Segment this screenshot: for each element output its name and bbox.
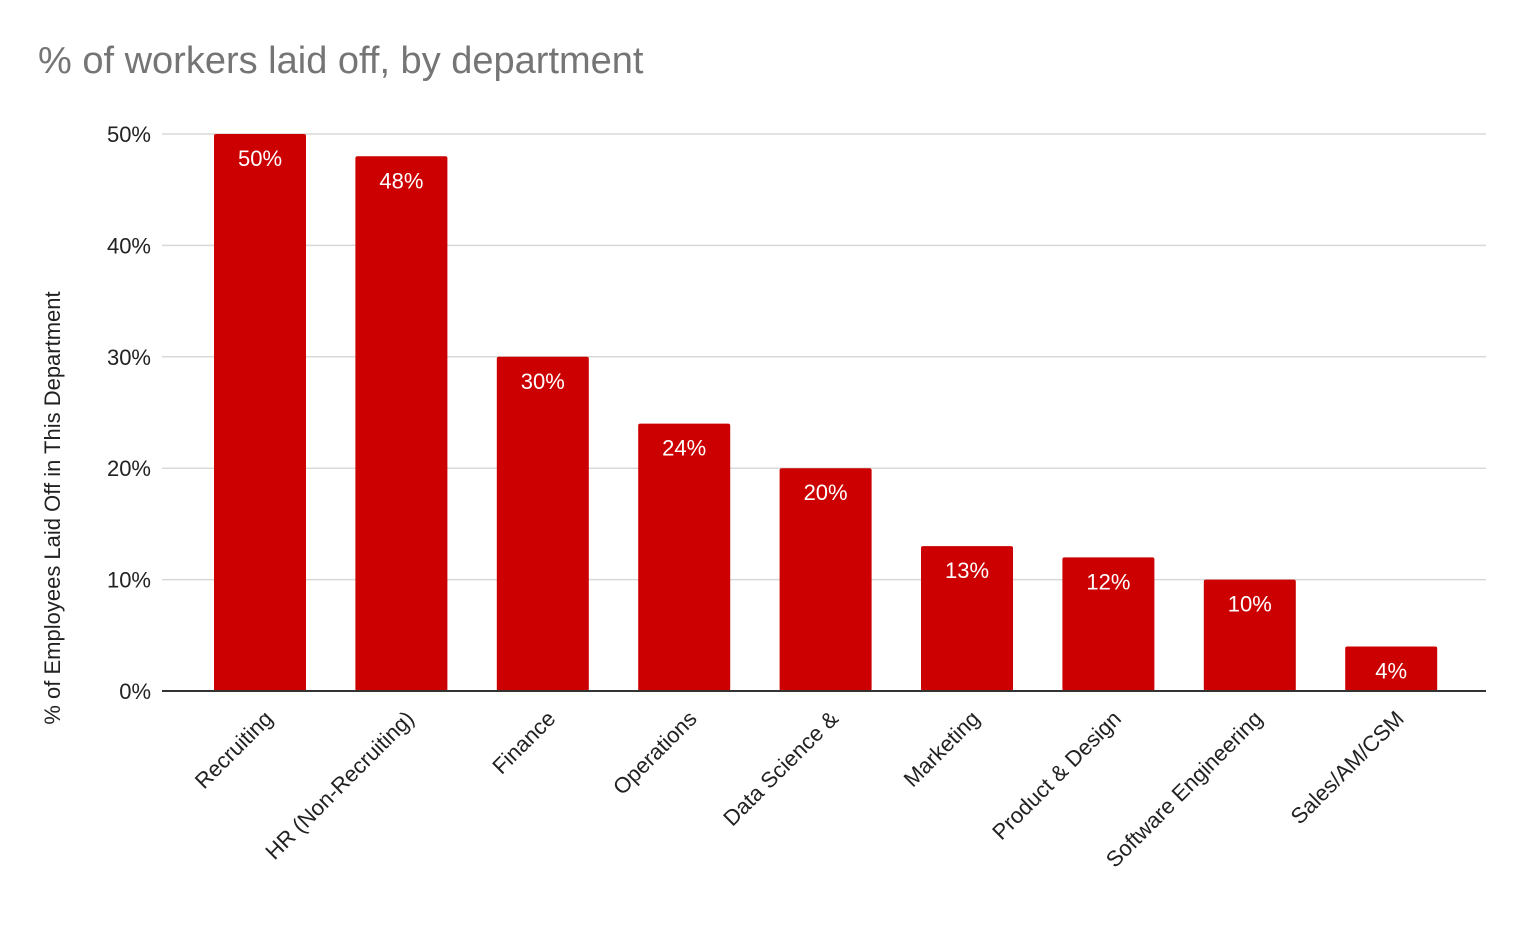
y-tick-label: 50% [107, 122, 151, 147]
bar-data-label: 10% [1228, 592, 1272, 617]
bar [496, 356, 589, 691]
bar-data-label: 50% [238, 146, 282, 171]
bar [1345, 646, 1438, 691]
bar-data-label: 4% [1375, 658, 1407, 683]
bar [1062, 557, 1155, 691]
bar [921, 546, 1013, 691]
bar [1203, 579, 1296, 691]
x-category-label: Sales/AM/CSM [1286, 706, 1409, 829]
x-category-label: Software Engineering [1101, 706, 1267, 872]
bar-data-label: 30% [521, 369, 565, 394]
x-category-label: Data Science & [718, 706, 843, 831]
y-tick-label: 0% [119, 679, 151, 704]
data-labels: 50% 48% 30% 24% 20% 13% 12% 10% 4% [238, 146, 1407, 683]
bar-data-label: 48% [379, 168, 423, 193]
bar [214, 134, 306, 691]
y-axis-ticks: 0% 10% 20% 30% 40% 50% [107, 122, 151, 704]
x-category-label: Product & Design [987, 706, 1126, 845]
bar [779, 468, 872, 691]
x-category-label: Recruiting [190, 706, 278, 794]
x-category-label: Marketing [899, 706, 985, 792]
chart-title: % of workers laid off, by department [38, 40, 644, 82]
x-category-label: Finance [487, 706, 560, 779]
y-axis-title: % of Employees Laid Off in This Departme… [40, 291, 65, 724]
bar [355, 156, 448, 691]
y-tick-label: 20% [107, 456, 151, 481]
bar-data-label: 24% [662, 436, 706, 461]
y-tick-label: 40% [107, 233, 151, 258]
bar-data-label: 20% [804, 480, 848, 505]
bar [638, 423, 731, 691]
bar-data-label: 12% [1086, 569, 1130, 594]
bar-data-label: 13% [945, 558, 989, 583]
y-tick-label: 10% [107, 568, 151, 593]
x-category-label: HR (Non-Recruiting) [260, 706, 419, 865]
x-category-label: Operations [608, 706, 702, 800]
bars [214, 134, 1438, 691]
y-tick-label: 30% [107, 345, 151, 370]
